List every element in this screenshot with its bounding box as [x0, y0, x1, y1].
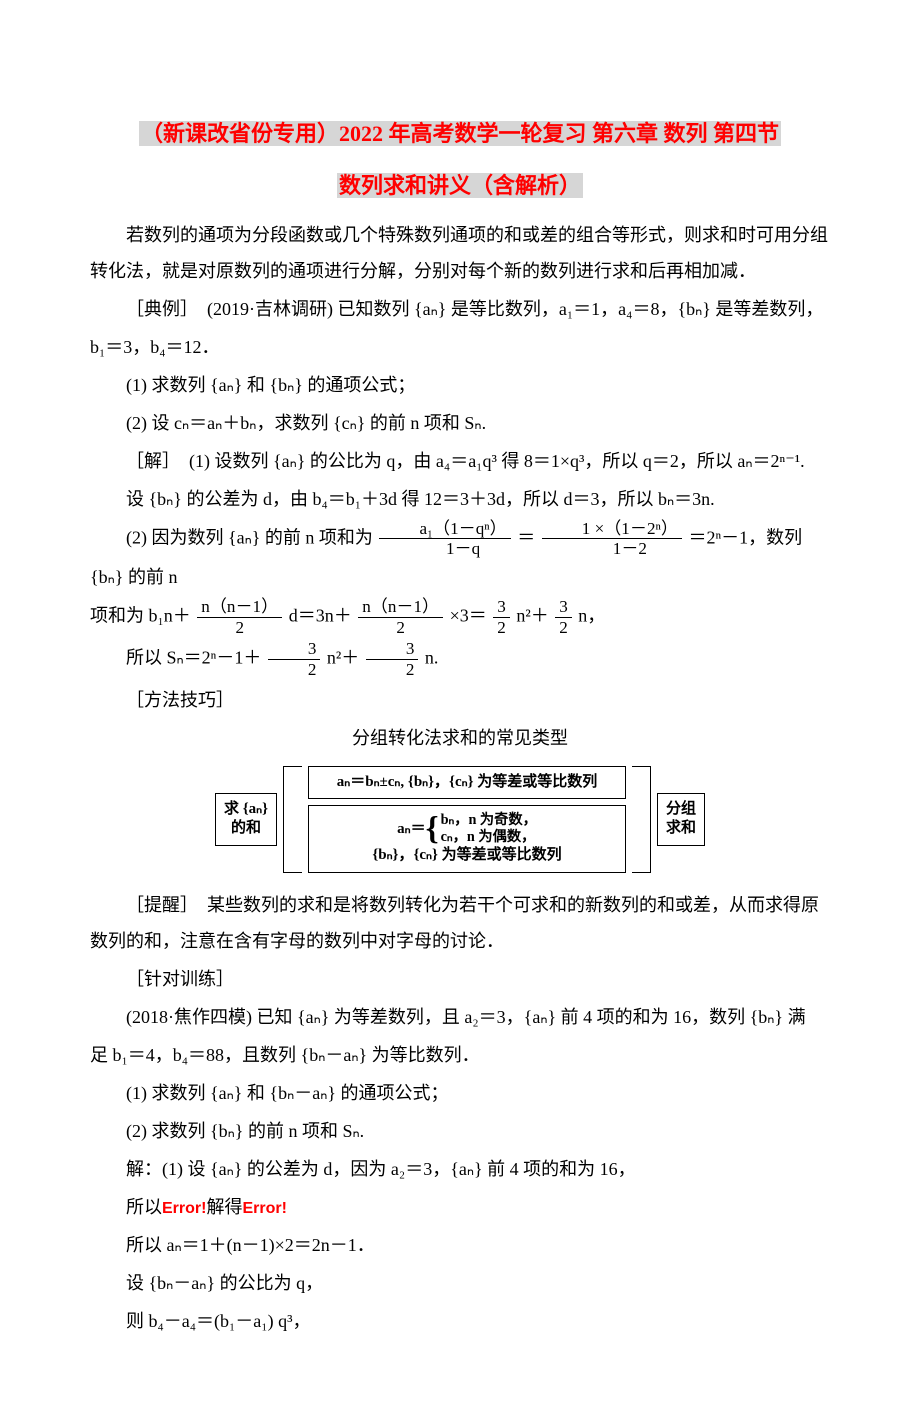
frac3-num: n（n－1）	[197, 597, 282, 618]
s1err-a: 所以	[126, 1197, 162, 1217]
example-2-s1err: 所以Error!解得Error!	[90, 1189, 830, 1225]
example-1-header: ［典例］ (2019·吉林调研) 已知数列 {aₙ} 是等比数列，a₁＝1，a₄…	[90, 291, 830, 327]
example-2-q1: (1) 求数列 {aₙ} 和 {bₙ－aₙ} 的通项公式；	[90, 1075, 830, 1111]
frac32a-den: 2	[493, 618, 510, 638]
s2b-end2: n，	[578, 605, 605, 625]
case-line-1: bₙ，n 为奇数，	[441, 812, 537, 829]
diagram-wrap: 求 {aₙ} 的和 aₙ＝bₙ±cₙ, {bₙ}，{cₙ} 为等差或等比数列 a…	[90, 766, 830, 873]
frac32b-num: 3	[555, 597, 572, 618]
fraction-1: a₁（1－qⁿ） 1－q	[379, 519, 510, 559]
fraction-32c: 3 2	[268, 639, 321, 679]
fraction-2: 1 ×（1－2ⁿ） 1－2	[542, 519, 682, 559]
s2a-pre: (2) 因为数列 {aₙ} 的前 n 项和为	[126, 527, 373, 547]
brace-icon: {	[426, 813, 439, 846]
diag-bottom-sub: {bₙ}，{cₙ} 为等差或等比数列	[317, 846, 617, 866]
training-label: ［针对训练］	[90, 961, 830, 997]
s2c-pre: 所以 Sₙ＝2ⁿ－1＋	[126, 648, 261, 668]
example-2-s2: 所以 aₙ＝1＋(n－1)×2＝2n－1．	[90, 1227, 830, 1263]
diagram-top-box: aₙ＝bₙ±cₙ, {bₙ}，{cₙ} 为等差或等比数列	[308, 766, 626, 800]
s2a-eq: ＝	[517, 527, 535, 547]
diagram-right-box: 分组 求和	[657, 793, 705, 846]
error-text-1: Error!	[162, 1200, 206, 1217]
s2c-end2: n.	[425, 648, 439, 668]
bracket-left-icon	[283, 766, 302, 873]
s2c-end: n²＋	[327, 648, 359, 668]
frac32b-den: 2	[555, 618, 572, 638]
s2b-mid1: d＝3n＋	[289, 605, 352, 625]
frac2-den: 1－2	[542, 539, 682, 559]
title-line-1: （新课改省份专用）2022 年高考数学一轮复习 第六章 数列 第四节	[90, 110, 830, 158]
example-1-sol2a: (2) 因为数列 {aₙ} 的前 n 项和为 a₁（1－qⁿ） 1－q ＝ 1 …	[90, 519, 830, 595]
case-line-2: cₙ，n 为偶数，	[441, 829, 537, 846]
frac1-num: a₁（1－qⁿ）	[379, 519, 510, 540]
example-2-q2: (2) 求数列 {bₙ} 的前 n 项和 Sₙ.	[90, 1113, 830, 1149]
frac32a-num: 3	[493, 597, 510, 618]
example-1-sol2b: 项和为 b₁n＋ n（n－1） 2 d＝3n＋ n（n－1） 2 ×3＝ 3 2…	[90, 597, 830, 637]
document-page: （新课改省份专用）2022 年高考数学一轮复习 第六章 数列 第四节 数列求和讲…	[0, 0, 920, 1401]
frac32c-den: 2	[268, 660, 321, 680]
example-1-q1: (1) 求数列 {aₙ} 和 {bₙ} 的通项公式；	[90, 367, 830, 403]
title-text-2: 数列求和讲义（含解析）	[337, 173, 583, 198]
bracket-right-icon	[632, 766, 651, 873]
frac32d-num: 3	[366, 639, 419, 660]
frac3-den: 2	[197, 618, 282, 638]
example-1-q2: (2) 设 cₙ＝aₙ＋bₙ，求数列 {cₙ} 的前 n 项和 Sₙ.	[90, 405, 830, 441]
title-line-2: 数列求和讲义（含解析）	[90, 162, 830, 210]
frac3b-num: n（n－1）	[358, 597, 443, 618]
diagram-caption: 分组转化法求和的常见类型	[90, 720, 830, 756]
title-text-1: （新课改省份专用）2022 年高考数学一轮复习 第六章 数列 第四节	[139, 121, 781, 146]
fraction-32b: 3 2	[555, 597, 572, 637]
example-2-s4: 则 b₄－a₄＝(b₁－a₁) q³，	[90, 1303, 830, 1339]
diagram-middle: aₙ＝bₙ±cₙ, {bₙ}，{cₙ} 为等差或等比数列 aₙ＝ { bₙ，n …	[308, 766, 626, 873]
frac32c-num: 3	[268, 639, 321, 660]
frac2-num: 1 ×（1－2ⁿ）	[542, 519, 682, 540]
s2b-pre: 项和为 b₁n＋	[90, 605, 191, 625]
diag-bottom-lhs: aₙ＝	[397, 820, 425, 840]
example-1-given: b₁＝3，b₄＝12．	[90, 329, 830, 365]
example-2-header2: 足 b₁＝4，b₄＝88，且数列 {bₙ－aₙ} 为等比数列．	[90, 1037, 830, 1073]
fraction-3: n（n－1） 2	[197, 597, 282, 637]
frac1-den: 1－q	[379, 539, 510, 559]
frac32d-den: 2	[366, 660, 419, 680]
fraction-3b: n（n－1） 2	[358, 597, 443, 637]
intro-paragraph: 若数列的通项为分段函数或几个特殊数列通项的和或差的组合等形式，则求和时可用分组转…	[90, 217, 830, 289]
example-2-s3: 设 {bₙ－aₙ} 的公比为 q，	[90, 1265, 830, 1301]
s1err-b: 解得	[206, 1197, 242, 1217]
example-1-sol1a: ［解］ (1) 设数列 {aₙ} 的公比为 q，由 a₄＝a₁q³ 得 8＝1×…	[90, 443, 830, 479]
example-2-header: (2018·焦作四模) 已知 {aₙ} 为等差数列，且 a₂＝3，{aₙ} 前 …	[90, 999, 830, 1035]
fraction-32a: 3 2	[493, 597, 510, 637]
fraction-32d: 3 2	[366, 639, 419, 679]
s2b-end: n²＋	[516, 605, 548, 625]
error-text-2: Error!	[242, 1200, 286, 1217]
reminder-paragraph: ［提醒］ 某些数列的求和是将数列转化为若干个可求和的新数列的和或差，从而求得原数…	[90, 887, 830, 959]
method-label: ［方法技巧］	[90, 682, 830, 718]
diagram-left-box: 求 {aₙ} 的和	[215, 793, 277, 846]
example-2-s1: 解：(1) 设 {aₙ} 的公差为 d，因为 a₂＝3，{aₙ} 前 4 项的和…	[90, 1151, 830, 1187]
diagram: 求 {aₙ} 的和 aₙ＝bₙ±cₙ, {bₙ}，{cₙ} 为等差或等比数列 a…	[215, 766, 705, 873]
piecewise-case: { bₙ，n 为奇数， cₙ，n 为偶数，	[426, 812, 537, 846]
frac3b-den: 2	[358, 618, 443, 638]
s2b-mid2: ×3＝	[450, 605, 487, 625]
diagram-bottom-box: aₙ＝ { bₙ，n 为奇数， cₙ，n 为偶数， {bₙ}，{cₙ} 为等差或…	[308, 805, 626, 873]
example-1-sol2c: 所以 Sₙ＝2ⁿ－1＋ 3 2 n²＋ 3 2 n.	[90, 639, 830, 679]
example-1-sol1b: 设 {bₙ} 的公差为 d，由 b₄＝b₁＋3d 得 12＝3＋3d，所以 d＝…	[90, 481, 830, 517]
